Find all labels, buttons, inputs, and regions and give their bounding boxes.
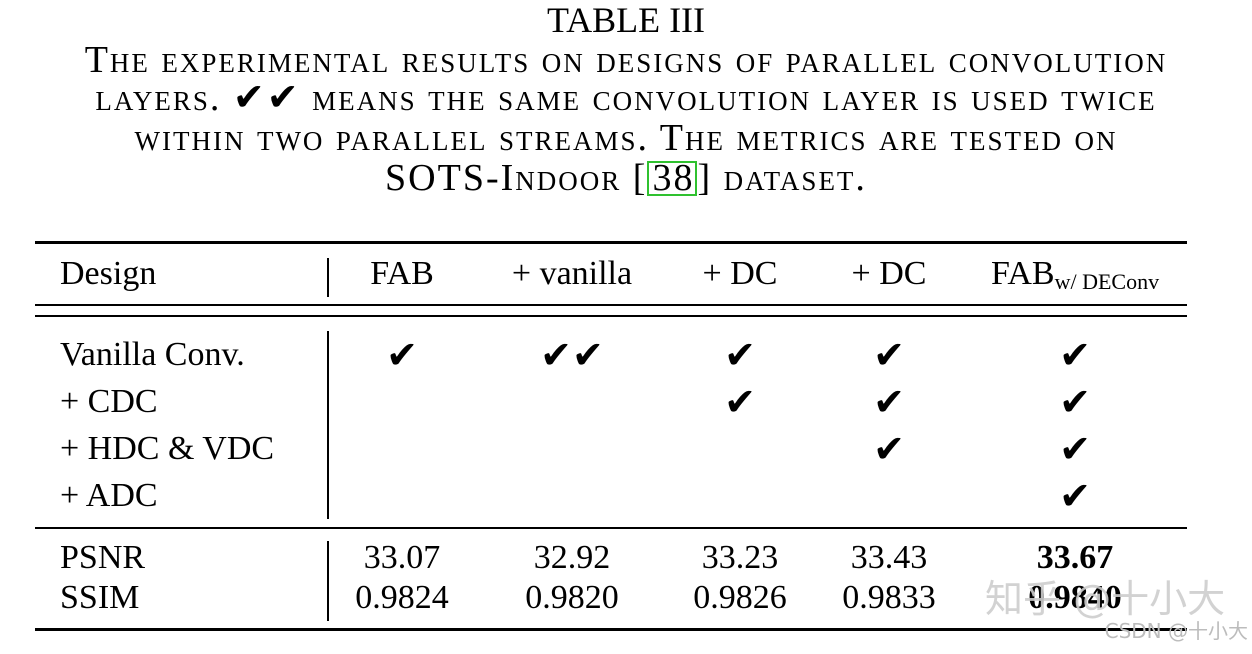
check-cell: ✔ xyxy=(1059,380,1091,424)
caption-line-2: layers. ✔✔ means the same convolution la… xyxy=(95,77,1157,119)
ssim-value: 0.9824 xyxy=(355,579,449,616)
header-double-rule-lower xyxy=(35,315,1187,317)
caption-line-3: within two parallel streams. The metrics… xyxy=(134,117,1118,159)
psnr-value: 33.23 xyxy=(701,539,779,576)
caption-line-1: The experimental results on designs of p… xyxy=(84,39,1168,81)
csdn-watermark: CSDN @十小大 xyxy=(1104,619,1248,643)
citation-link[interactable]: 38 xyxy=(647,159,698,197)
header-design: Design xyxy=(60,255,157,292)
row-label-cdc: + CDC xyxy=(60,383,158,420)
caption-dataset-text: SOTS-Indoor [ xyxy=(385,157,648,199)
column-header-subscript: w/ DEConv xyxy=(1054,269,1160,294)
column-header-dc: + DC xyxy=(702,255,778,292)
column-header-fab: FAB xyxy=(370,255,434,292)
check-cell xyxy=(809,476,969,516)
psnr-value: 33.43 xyxy=(850,539,928,576)
row-label-adc: + ADC xyxy=(60,477,158,514)
metric-column-divider xyxy=(327,541,329,621)
check-cell: ✔ xyxy=(1059,474,1091,518)
check-cell: ✔ xyxy=(873,427,905,471)
row-label-vanilla-conv: Vanilla Conv. xyxy=(60,336,245,373)
check-cell xyxy=(660,476,820,516)
check-cell: ✔ xyxy=(1059,333,1091,377)
ssim-value-best: 0.9840 xyxy=(1028,579,1122,616)
row-label-psnr: PSNR xyxy=(60,539,146,576)
check-cell: ✔ xyxy=(724,333,756,377)
column-header-vanilla: + vanilla xyxy=(511,255,633,292)
check-cell: ✔ xyxy=(724,380,756,424)
caption-line-4: SOTS-Indoor [38] dataset. xyxy=(0,158,1252,198)
psnr-value: 32.92 xyxy=(533,539,611,576)
top-rule xyxy=(35,241,1187,244)
ssim-value: 0.9826 xyxy=(693,579,787,616)
ssim-value: 0.9833 xyxy=(842,579,936,616)
check-cell xyxy=(322,382,482,422)
column-header-dc-2: + DC xyxy=(851,255,927,292)
design-column-divider xyxy=(327,331,329,519)
check-cell: ✔ xyxy=(1059,427,1091,471)
column-header-fab-deconv: FABw/ DEConv xyxy=(975,254,1175,294)
check-cell xyxy=(322,429,482,469)
check-cell xyxy=(492,429,652,469)
mid-rule xyxy=(35,527,1187,529)
table-label: TABLE III xyxy=(546,0,706,40)
check-cell xyxy=(492,382,652,422)
ssim-value: 0.9820 xyxy=(525,579,619,616)
check-cell xyxy=(492,476,652,516)
check-cell: ✔ xyxy=(386,333,418,377)
psnr-value-best: 33.67 xyxy=(1036,539,1114,576)
check-cell: ✔ xyxy=(873,380,905,424)
psnr-value: 33.07 xyxy=(363,539,441,576)
header-double-rule-upper xyxy=(35,304,1187,306)
check-cell xyxy=(322,476,482,516)
check-cell: ✔ xyxy=(873,333,905,377)
caption-dataset-suffix: ] dataset. xyxy=(697,157,867,199)
check-cell xyxy=(660,429,820,469)
bottom-rule xyxy=(35,628,1187,631)
zhihu-watermark: 知乎 @十小大 xyxy=(985,577,1226,621)
header-column-divider xyxy=(327,258,329,297)
check-cell: ✔✔ xyxy=(540,333,604,377)
column-header-fab-text: FAB xyxy=(990,255,1055,292)
row-label-hdc-vdc: + HDC & VDC xyxy=(60,430,275,467)
row-label-ssim: SSIM xyxy=(60,579,140,616)
